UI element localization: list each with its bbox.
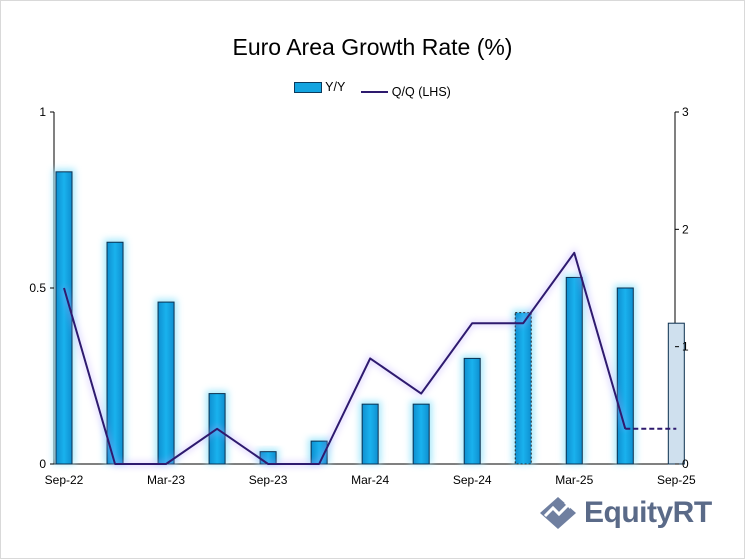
equityrt-logo-icon [540,497,576,529]
chart-legend: Y/Y Q/Q (LHS) [0,80,745,99]
left-axis-tick-label: 0 [39,457,46,471]
x-axis-tick-label: Mar-25 [555,473,593,487]
left-axis-tick-label: 0.5 [29,281,46,295]
legend-swatch-bar [294,81,323,93]
x-axis-tick-label: Sep-22 [45,473,84,487]
bar-yy [463,357,481,465]
bar-yy [106,241,124,465]
legend-item-qq: Q/Q (LHS) [360,84,451,99]
brand-name: EquityRT [584,496,712,529]
chart-title: Euro Area Growth Rate (%) [232,34,513,60]
legend-label-qq: Q/Q (LHS) [391,84,451,99]
legend-label-yy: Y/Y [325,80,346,94]
bar-yy [157,301,175,465]
x-axis-tick-label: Mar-24 [351,473,389,487]
bar-yy [565,276,583,465]
bar-yy [55,171,73,465]
x-axis-tick-label: Sep-24 [453,473,492,487]
x-axis-tick-label: Mar-23 [147,473,185,487]
legend-item-yy: Y/Y [294,80,345,94]
right-axis-tick-label: 2 [682,222,689,236]
right-axis-tick-label: 0 [682,457,689,471]
left-axis-tick-label: 1 [39,105,46,119]
brand-logo: EquityRT [538,495,712,531]
legend-swatch-line [360,90,388,93]
bar-yy [514,312,532,465]
right-axis-tick-label: 3 [682,105,689,119]
bar-yy [616,287,634,465]
x-axis-tick-label: Sep-23 [249,473,288,487]
bar-yy [412,403,430,465]
x-axis-tick-label: Sep-25 [657,473,696,487]
line-qq-glow [61,247,628,467]
bar-yy [361,403,379,465]
line-qq [63,251,627,465]
right-axis-tick-label: 1 [682,340,689,354]
